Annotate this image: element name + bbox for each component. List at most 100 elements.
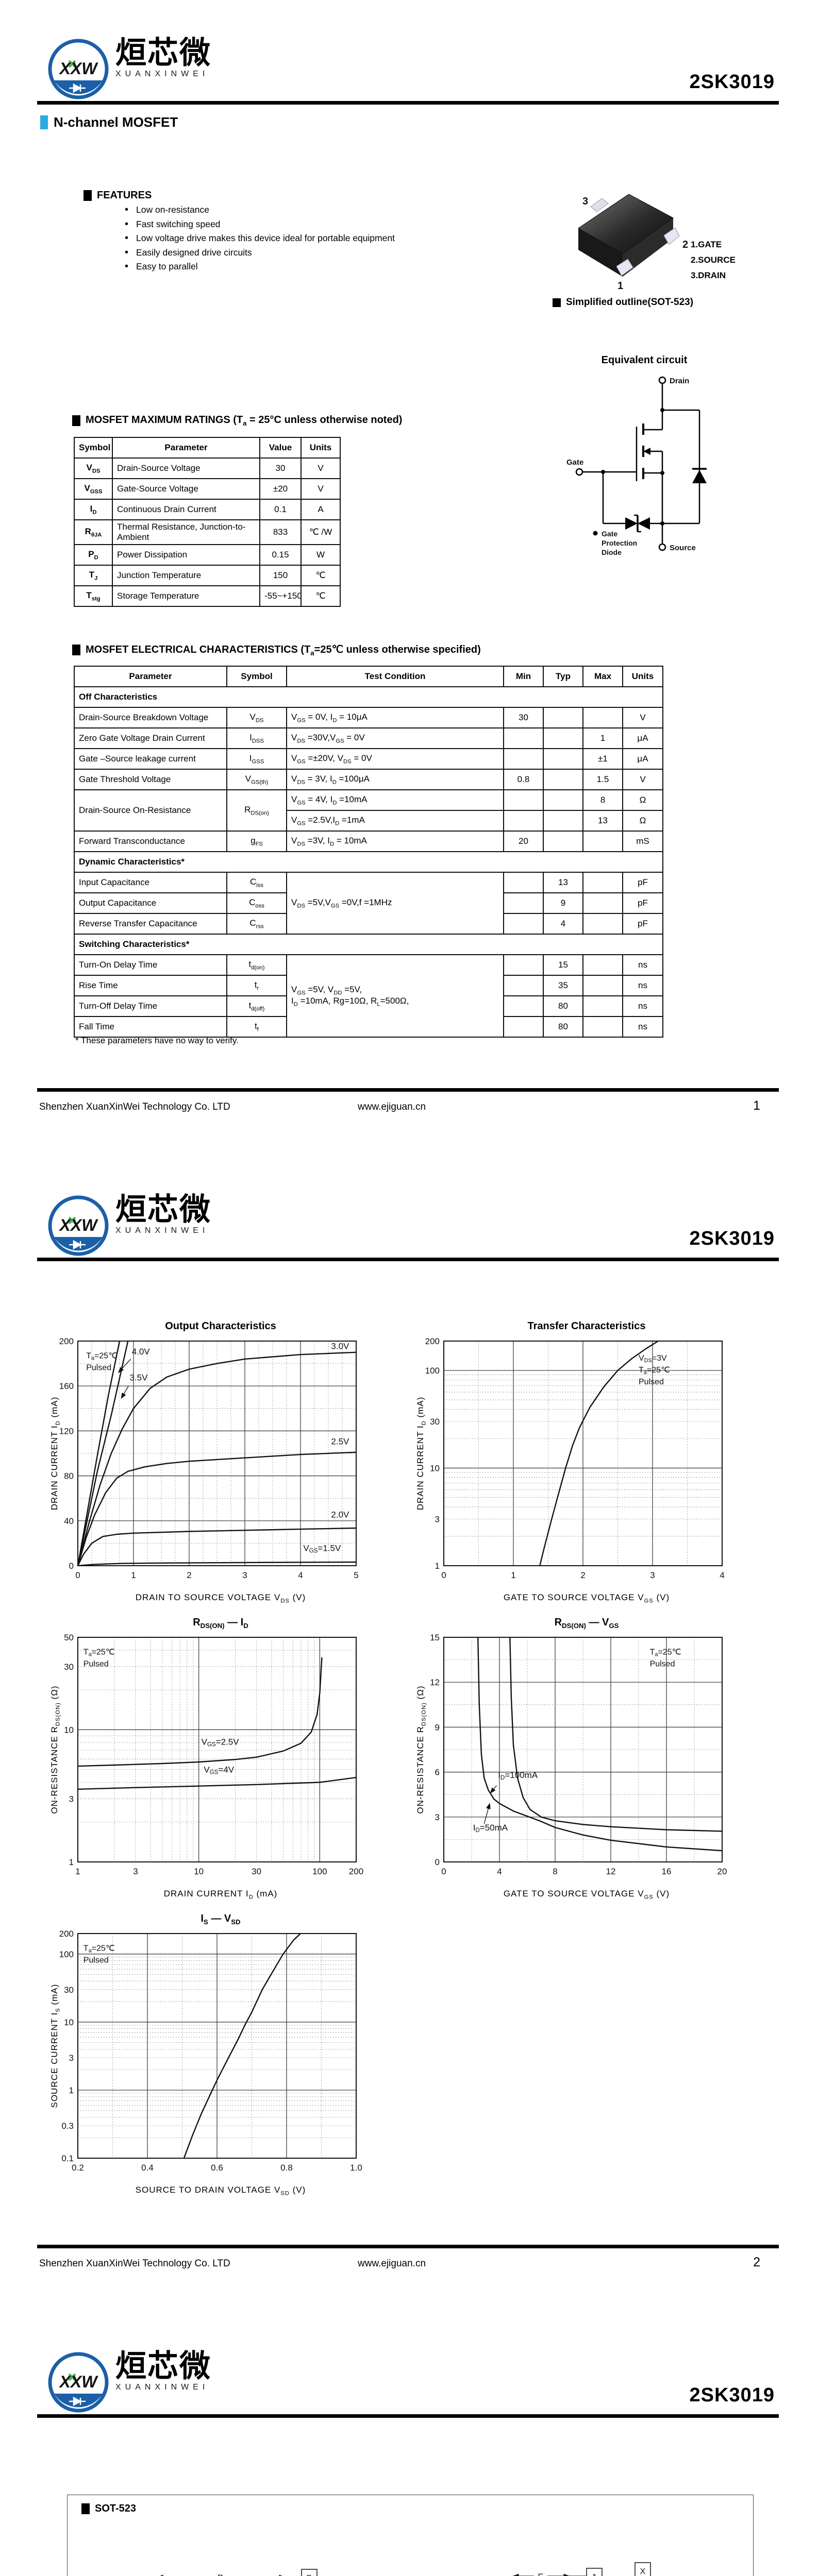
table-cell: 30 [259, 457, 302, 479]
x-axis-label: GATE TO SOURCE VOLTAGE VGS (V) [503, 1592, 670, 1604]
table-row: VGS =2.5V,ID =1mA 13 Ω [74, 810, 663, 832]
table-cell [582, 995, 623, 1017]
svg-text:10: 10 [64, 2018, 74, 2027]
table-cell: VGS =±20V, VDS = 0V [286, 748, 504, 770]
section-bullet-icon [72, 415, 80, 426]
brand-name-cn: 烜芯微 [115, 1192, 211, 1227]
table-cell: 30 [503, 707, 544, 728]
table-cell: Drain-Source On-Resistance [74, 789, 227, 832]
table-cell [582, 954, 623, 976]
svg-text:1: 1 [75, 1867, 80, 1876]
table-cell: PD [74, 544, 113, 566]
table-row: VGSS Gate-Source Voltage ±20 V [74, 478, 341, 500]
svg-text:Pulsed: Pulsed [86, 1363, 111, 1372]
table-cell: 1 [582, 727, 623, 749]
brand-name-cn: 烜芯微 [115, 36, 211, 70]
company-logo: XXW 烜芯微 XUANXINWEI [46, 1194, 211, 1258]
svg-text:Ta=25℃: Ta=25℃ [86, 1351, 118, 1361]
svg-text:4: 4 [720, 1570, 724, 1580]
y-axis-label: DRAIN CURRENT ID (mA) [415, 1396, 427, 1511]
table-cell: Tstg [74, 585, 113, 607]
svg-text:80: 80 [64, 1471, 74, 1481]
table-cell: Parameter [74, 666, 227, 687]
y-axis-label: SOURCE CURRENT IS (mA) [49, 1984, 61, 2108]
table-cell: 8 [582, 789, 623, 811]
table-cell: VDS [226, 707, 287, 728]
table-cell [503, 995, 544, 1017]
drain-label: Drain [670, 377, 689, 385]
svg-text:VGS=1.5V: VGS=1.5V [303, 1544, 341, 1554]
table-cell: Turn-On Delay Time [74, 954, 227, 976]
pin1-number: 1 [617, 280, 623, 292]
svg-text:0.8: 0.8 [280, 2163, 293, 2173]
logo-icon: XXW [48, 2352, 109, 2413]
table-cell: W [301, 544, 341, 566]
gate-label: Gate [566, 458, 583, 467]
svg-text:VGS=2.5V: VGS=2.5V [202, 1737, 240, 1748]
table-cell: 15 [543, 954, 583, 976]
table-cell: A [301, 499, 341, 520]
feature-item: Low voltage drive makes this device idea… [124, 231, 395, 246]
svg-text:30: 30 [430, 1417, 440, 1427]
x-axis-label: DRAIN TO SOURCE VOLTAGE VDS (V) [135, 1592, 306, 1604]
header-rule [37, 1258, 779, 1261]
table-cell [503, 1016, 544, 1038]
svg-text:30: 30 [64, 1985, 74, 1995]
zener-left [625, 517, 638, 530]
x-axis-label: DRAIN CURRENT ID (mA) [163, 1889, 278, 1901]
table-cell: Parameter [112, 437, 260, 459]
table-row: Dynamic Characteristics* [74, 851, 663, 873]
table-cell [582, 913, 623, 935]
part-number: 2SK3019 [689, 71, 775, 93]
table-cell: 9 [543, 892, 583, 914]
table-cell: Max [582, 666, 623, 687]
svg-text:ID=100mA: ID=100mA [498, 1770, 538, 1781]
svg-text:Ta=25℃: Ta=25℃ [650, 1648, 681, 1657]
svg-text:12: 12 [606, 1867, 616, 1876]
svg-text:Ta=25℃: Ta=25℃ [84, 1648, 115, 1657]
footer-company: Shenzhen XuanXinWei Technology Co. LTD [39, 2258, 230, 2269]
table-cell: -55~+150 [259, 585, 302, 607]
svg-text:16: 16 [662, 1867, 672, 1876]
table-cell: Continuous Drain Current [112, 499, 260, 520]
table-cell: ℃ [301, 585, 341, 607]
table-row: Forward Transconductance gFS VDS =3V, ID =… [74, 831, 663, 852]
table-cell: Test Condition [286, 666, 504, 687]
y-axis-label: DRAIN CURRENT ID (mA) [49, 1396, 61, 1511]
table-cell: Fall Time [74, 1016, 227, 1038]
svg-text:4: 4 [497, 1867, 502, 1876]
chart-title: RDS(ON) — ID [193, 1617, 248, 1630]
svg-text:ID=50mA: ID=50mA [473, 1823, 508, 1834]
svg-text:200: 200 [425, 1336, 440, 1346]
table-cell: IDSS [226, 727, 287, 749]
table-cell [503, 810, 544, 832]
footer-rule [37, 2245, 779, 2248]
table-cell: Zero Gate Voltage Drain Current [74, 727, 227, 749]
table-row: Tstg Storage Temperature -55~+150 ℃ [74, 585, 341, 607]
section-bullet-icon [81, 2503, 90, 2514]
svg-text:0.3: 0.3 [61, 2121, 74, 2131]
table-row: VDS Drain-Source Voltage 30 V [74, 457, 341, 479]
table-cell [503, 748, 544, 770]
table-cell [503, 954, 544, 976]
chart-is-vs-vsd: IS — VSD SOURCE CURRENT IS (mA) 0.2 0.4 0.… [44, 1913, 374, 2196]
svg-text:VDS=3V: VDS=3V [639, 1354, 667, 1364]
table-cell: VGSS [74, 478, 113, 500]
table-cell: ±1 [582, 748, 623, 770]
chart-transfer-characteristics: Transfer Characteristics DRAIN CURRENT I… [410, 1320, 740, 1604]
table-cell: ns [622, 1016, 663, 1038]
brand-name-en: XUANXINWEI [115, 70, 209, 79]
svg-text:1: 1 [435, 1561, 440, 1571]
max-ratings-heading: MOSFET MAXIMUM RATINGS (Ta = 25°C unless… [72, 414, 402, 427]
svg-text:3.5V: 3.5V [129, 1372, 148, 1382]
x-axis-label: SOURCE TO DRAIN VOLTAGE VSD (V) [135, 2185, 306, 2197]
table-cell: td(on) [226, 954, 287, 976]
table-cell: RθJA [74, 519, 113, 545]
table-cell: Off Characteristics [74, 686, 663, 708]
table-cell: Symbol [74, 437, 113, 459]
table-cell: Gate-Source Voltage [112, 478, 260, 500]
table-cell: VDS =5V,VGS =0V,f =1MHz [286, 872, 504, 935]
chart-title: Transfer Characteristics [527, 1320, 646, 1332]
svg-text:120: 120 [59, 1426, 74, 1436]
table-cell: ID [74, 499, 113, 520]
